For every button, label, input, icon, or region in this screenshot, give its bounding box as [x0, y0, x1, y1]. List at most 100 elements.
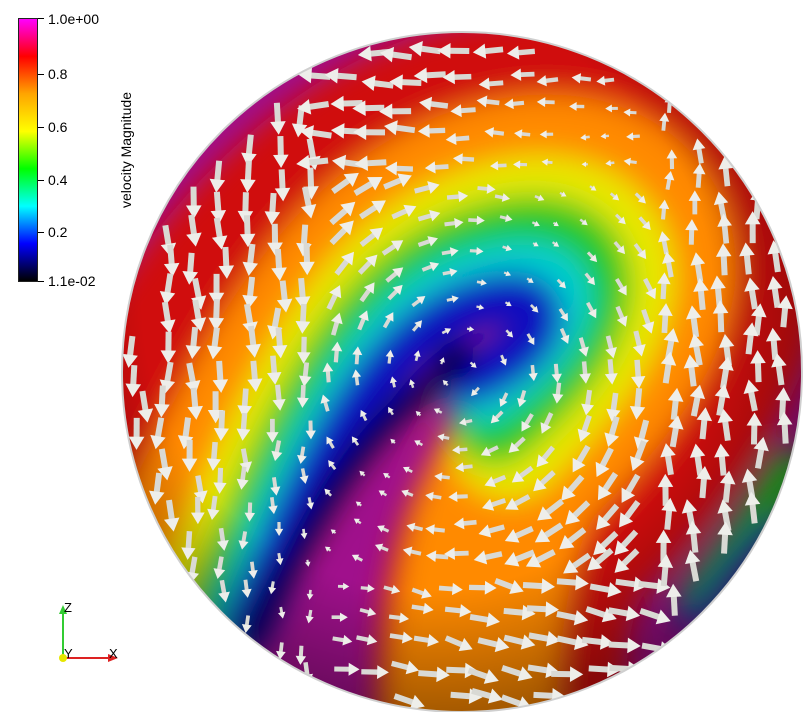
velocity-arrow [619, 548, 640, 569]
velocity-arrowhead [406, 522, 416, 532]
velocity-arrowhead [445, 132, 457, 146]
velocity-arrow [139, 390, 149, 414]
velocity-arrowhead [614, 558, 630, 573]
velocity-arrow [244, 160, 252, 184]
velocity-arrowhead [154, 403, 170, 418]
velocity-arrowhead [661, 497, 677, 512]
velocity-arrowhead [159, 291, 176, 306]
velocity-arrowhead [324, 546, 331, 552]
velocity-arrow [213, 191, 222, 215]
velocity-arrowhead [433, 408, 441, 414]
velocity-arrow [615, 578, 639, 588]
velocity-arrowhead [305, 615, 314, 624]
velocity-arrowhead [458, 190, 469, 203]
velocity-arrowhead [276, 650, 286, 660]
velocity-arrowhead [664, 170, 675, 181]
velocity-arrowhead [642, 321, 655, 334]
velocity-arrowhead [437, 433, 445, 442]
velocity-arrowhead [655, 529, 672, 544]
velocity-arrowhead [504, 98, 514, 110]
velocity-arrowhead [590, 185, 597, 191]
velocity-arrow [722, 479, 732, 503]
velocity-arrowhead [449, 267, 458, 277]
velocity-arrowhead [379, 46, 395, 63]
y-axis-label: Y [64, 646, 73, 661]
velocity-arrow [306, 101, 330, 111]
velocity-arrowhead [159, 379, 176, 394]
velocity-arrowhead [330, 95, 344, 112]
velocity-arrowhead [637, 195, 646, 204]
velocity-arrowhead [385, 161, 398, 176]
velocity-arrowhead [476, 246, 484, 256]
velocity-arrowhead [715, 243, 732, 257]
velocity-arrow [721, 418, 731, 442]
velocity-arrowhead [494, 636, 510, 653]
velocity-arrowhead [384, 312, 394, 322]
velocity-arrowhead [579, 373, 591, 384]
velocity-arrowhead [193, 490, 208, 504]
velocity-arrowhead [377, 525, 385, 533]
velocity-arrow [370, 79, 394, 89]
velocity-arrowhead [517, 397, 527, 408]
velocity-arrowhead [390, 438, 396, 444]
velocity-arrowhead [632, 344, 646, 357]
velocity-arrow [329, 205, 351, 226]
velocity-arrow [694, 452, 704, 476]
colorbar-max-label: 1.0e+00 [48, 11, 99, 27]
velocity-arrowhead [482, 498, 495, 511]
velocity-arrowhead [536, 97, 546, 108]
velocity-arrowhead [658, 231, 670, 243]
velocity-arrowhead [240, 179, 256, 193]
velocity-arrowhead [385, 349, 395, 358]
velocity-arrowhead [425, 550, 437, 563]
velocity-arrowhead [299, 125, 314, 141]
colorbar-tick-label: 0.4 [48, 172, 68, 188]
velocity-arrowhead [487, 688, 503, 704]
velocity-arrow [334, 72, 357, 81]
y-axis-dot-icon [59, 654, 67, 662]
velocity-arrowhead [241, 152, 257, 167]
velocity-glyph-arrows [122, 41, 793, 711]
velocity-arrowhead [658, 199, 670, 210]
velocity-arrow [600, 471, 619, 494]
velocity-arrow [638, 580, 662, 590]
velocity-arrowhead [245, 343, 261, 358]
colorbar-tick [38, 232, 44, 233]
velocity-arrow [533, 691, 557, 699]
velocity-arrow [780, 304, 789, 328]
velocity-arrow [279, 280, 289, 304]
velocity-arrowhead [776, 411, 793, 426]
velocity-arrowhead [505, 244, 513, 252]
velocity-arrowhead [645, 287, 657, 300]
velocity-arrow [556, 611, 580, 622]
velocity-arrowhead [511, 470, 525, 483]
velocity-arrowhead [587, 308, 597, 319]
velocity-arrowhead [416, 296, 426, 305]
velocity-arrow [588, 665, 612, 673]
velocity-arrow [210, 441, 218, 463]
velocity-arrowhead [486, 612, 500, 628]
velocity-arrowhead [560, 191, 567, 197]
velocity-arrowhead [427, 181, 440, 194]
velocity-arrow [273, 102, 282, 126]
velocity-arrow [298, 277, 306, 301]
velocity-arrowhead [655, 609, 671, 625]
velocity-arrowhead [442, 69, 455, 85]
velocity-arrowhead [206, 345, 223, 360]
velocity-arrow [417, 45, 441, 55]
velocity-arrowhead [668, 415, 684, 430]
velocity-arrow [392, 124, 416, 134]
velocity-arrowhead [689, 443, 706, 458]
velocity-arrowhead [389, 74, 403, 90]
velocity-arrowhead [391, 584, 401, 595]
velocity-arrow [359, 203, 380, 220]
velocity-arrowhead [330, 312, 343, 325]
velocity-arrow [669, 424, 680, 448]
velocity-arrowhead [408, 41, 423, 57]
velocity-arrowhead [339, 612, 348, 622]
velocity-arrowhead [409, 694, 425, 710]
velocity-arrowhead [685, 520, 702, 535]
velocity-arrowhead [719, 470, 736, 485]
velocity-arrowhead [545, 601, 559, 617]
